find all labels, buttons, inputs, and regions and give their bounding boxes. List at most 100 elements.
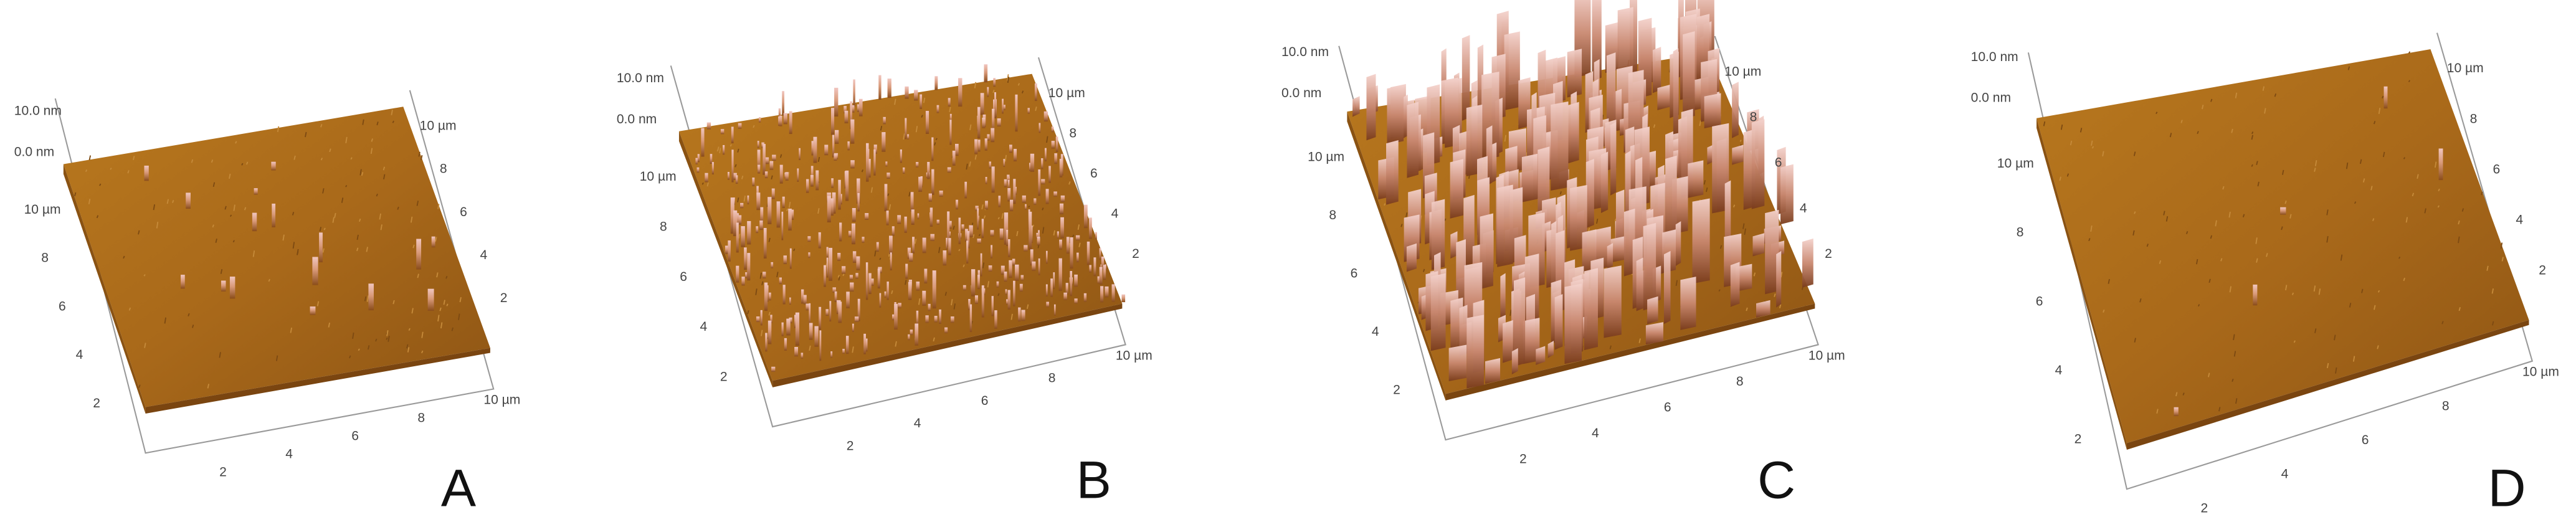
surface-spike	[943, 250, 947, 266]
surface-spike	[747, 221, 751, 245]
texture	[235, 141, 237, 144]
texture	[2362, 178, 2365, 183]
surface-spike	[1013, 280, 1015, 306]
depth-axis-label: 6	[1090, 166, 1098, 181]
texture	[2434, 161, 2437, 168]
texture	[451, 327, 454, 331]
texture	[2345, 162, 2349, 169]
texture	[275, 355, 278, 361]
surface-spike	[768, 197, 772, 224]
depth-axis-label: 6	[460, 205, 467, 219]
surface-spike	[1036, 232, 1038, 239]
surface-spike	[908, 282, 912, 300]
panel-label: A	[441, 459, 477, 517]
surface-spike	[865, 338, 868, 352]
texture	[329, 148, 331, 153]
afm-panel: 10.0 nm 0.0 nm 10 µm 8 6 4 2 2 4 6 8 10 µm 10 µm 8 6 4 2…	[14, 90, 520, 517]
surface-spike	[977, 208, 979, 230]
surface-spike	[834, 87, 839, 117]
texture	[759, 272, 762, 279]
surface-spike	[786, 318, 791, 336]
surface-spike	[918, 176, 923, 192]
texture	[379, 213, 381, 220]
surface-spike	[1074, 298, 1078, 304]
surface-spike	[1093, 257, 1096, 277]
z-axis-label: 10.0 nm	[1281, 45, 1329, 59]
surface-spike	[997, 118, 1001, 127]
surface-spike	[1097, 276, 1101, 284]
surface-spike	[829, 247, 833, 281]
surface-spike	[782, 196, 785, 208]
surface-wall	[1657, 84, 1670, 110]
texture	[1614, 218, 1617, 222]
surface-spike	[1046, 301, 1049, 308]
texture	[99, 183, 102, 186]
surface-spike	[758, 116, 761, 123]
texture	[1078, 242, 1081, 247]
texture	[2347, 66, 2350, 70]
surface-spike	[870, 278, 874, 286]
surface-spike	[818, 232, 821, 249]
texture	[2289, 214, 2292, 219]
surface-spike	[1045, 284, 1048, 296]
texture	[2091, 140, 2093, 146]
texture	[74, 192, 77, 197]
surface-wall	[1567, 49, 1582, 98]
surface-spike	[994, 92, 997, 118]
texture	[1719, 245, 1723, 249]
surface-wall	[1736, 263, 1752, 292]
texture	[232, 240, 235, 243]
texture	[293, 155, 296, 160]
y-axis-label: 4	[700, 320, 708, 334]
surface-spike	[1048, 166, 1051, 183]
texture	[938, 247, 941, 254]
x-axis-label: 2	[2201, 501, 2208, 515]
surface-spike	[795, 312, 800, 346]
texture	[2274, 93, 2277, 97]
surface-spike	[936, 105, 939, 113]
surface-spike	[1065, 283, 1068, 295]
texture	[233, 204, 235, 211]
surface-spike	[904, 216, 907, 233]
surface-spike	[727, 172, 730, 180]
texture	[292, 212, 295, 216]
surface-spike	[924, 268, 928, 284]
surface-wall	[1645, 322, 1663, 345]
texture	[421, 350, 424, 354]
surface-spike	[894, 303, 898, 330]
surface-edge	[772, 303, 1123, 387]
texture	[246, 161, 249, 165]
texture	[935, 138, 938, 141]
surface-wall	[1776, 250, 1782, 308]
texture	[319, 227, 322, 232]
texture	[2228, 211, 2231, 218]
surface-spike	[966, 240, 969, 263]
texture	[1504, 135, 1507, 142]
surface-spike	[252, 212, 257, 232]
texture	[2222, 186, 2225, 190]
surface-spike	[741, 226, 745, 247]
texture	[891, 290, 893, 295]
surface-spike	[310, 306, 316, 315]
surface-spike	[2438, 148, 2443, 181]
texture	[2208, 278, 2211, 283]
surface-spike	[229, 277, 235, 299]
texture	[2314, 160, 2317, 166]
texture	[1400, 224, 1403, 227]
surface-wall	[1585, 159, 1594, 229]
surface-spike	[931, 137, 934, 161]
texture	[356, 234, 359, 240]
texture	[737, 197, 739, 202]
depth-axis-label: 8	[440, 162, 447, 176]
texture	[2492, 321, 2494, 326]
surface-spike	[882, 132, 886, 152]
surface-spike	[891, 226, 895, 236]
surface-spike	[868, 159, 871, 178]
texture	[2349, 303, 2352, 308]
texture	[391, 110, 393, 115]
texture	[2159, 260, 2162, 264]
surface-spike	[760, 207, 764, 224]
surface-spike	[991, 166, 995, 193]
depth-axis-label: 2	[500, 291, 508, 305]
